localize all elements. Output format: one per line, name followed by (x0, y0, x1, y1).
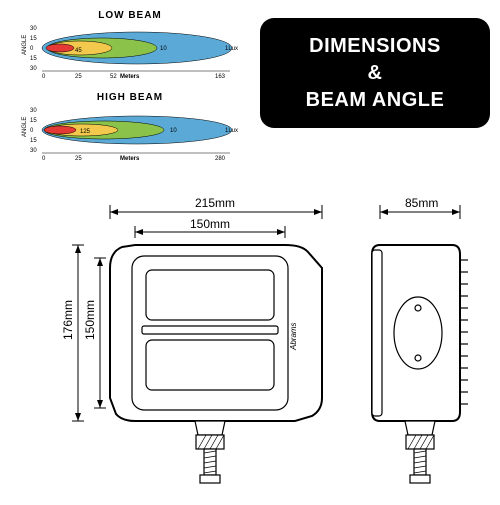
zone-label: 125 (80, 129, 91, 135)
tick: 25 (75, 156, 82, 162)
tick: 15 (30, 36, 37, 42)
badge-amp: & (368, 62, 383, 84)
high-x-axis-label: Meters (120, 156, 140, 162)
tick: 280 (215, 156, 226, 162)
tick: 163 (215, 74, 226, 80)
zone-label: 10 (160, 46, 167, 52)
dim-width-overall: 215mm (195, 196, 235, 210)
dim-height-face: 150mm (83, 300, 97, 340)
front-view: 215mm 150mm 176mm 150mm (61, 196, 322, 483)
tick: 15 (30, 118, 37, 124)
lux-label: 1Lux (225, 128, 238, 134)
badge-line2: BEAM ANGLE (306, 89, 445, 111)
tick: 15 (30, 138, 37, 144)
technical-drawings: 215mm 150mm 176mm 150mm (0, 190, 500, 500)
brand-label: Abrams (289, 322, 298, 351)
dim-depth: 85mm (405, 196, 438, 210)
title-badge: DIMENSIONS & BEAM ANGLE (260, 18, 490, 128)
badge-line1: DIMENSIONS (309, 35, 441, 57)
tick: 52 (110, 74, 117, 80)
high-y-axis-label: ANGLE (22, 117, 28, 137)
high-beam-block: HIGH BEAM ANGLE 30 15 0 15 30 125 10 1Lu… (10, 92, 250, 170)
high-beam-title: HIGH BEAM (10, 92, 250, 103)
low-x-axis-label: Meters (120, 74, 140, 80)
dim-height-overall: 176mm (61, 300, 75, 340)
low-y-axis-label: ANGLE (22, 35, 28, 55)
tick: 25 (75, 74, 82, 80)
side-view: 85mm (372, 196, 468, 483)
tick: 30 (30, 148, 37, 154)
tick: 0 (30, 128, 34, 134)
tick: 0 (42, 156, 46, 162)
beam-diagrams: LOW BEAM ANGLE 30 15 0 15 30 45 10 1Lux … (10, 10, 250, 170)
tick: 0 (42, 74, 46, 80)
tick: 15 (30, 56, 37, 62)
tick: 30 (30, 108, 37, 114)
zone-label: 45 (75, 48, 82, 54)
dim-width-face: 150mm (190, 217, 230, 231)
tick: 30 (30, 26, 37, 32)
high-beam-chart: ANGLE 30 15 0 15 30 125 10 1Lux 0 25 280… (10, 103, 250, 163)
zone-label: 10 (170, 128, 177, 134)
tick: 0 (30, 46, 34, 52)
tick: 30 (30, 66, 37, 72)
low-beam-block: LOW BEAM ANGLE 30 15 0 15 30 45 10 1Lux … (10, 10, 250, 88)
low-beam-title: LOW BEAM (10, 10, 250, 21)
lux-label: 1Lux (225, 46, 238, 52)
low-beam-chart: ANGLE 30 15 0 15 30 45 10 1Lux 0 25 52 1… (10, 21, 250, 81)
